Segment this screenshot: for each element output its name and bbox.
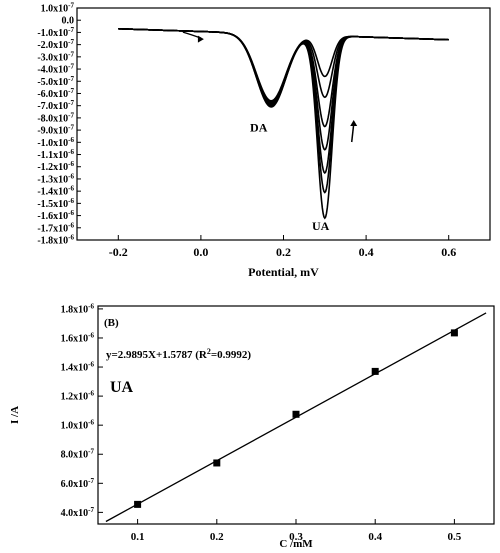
y-tick-label: -5.0x10-7 [37, 75, 74, 88]
series-line [118, 27, 449, 128]
data-point [292, 410, 300, 418]
series-line [118, 27, 449, 151]
x-tick-label: 0.2 [276, 245, 291, 259]
y-tick-label: -1.7x10-6 [37, 221, 74, 234]
x-tick-label: 0.4 [368, 531, 382, 543]
plot-frame [76, 7, 491, 241]
x-tick-label: 0.3 [289, 531, 303, 543]
y-tick-label: 4.0x10-7 [61, 506, 95, 519]
series-line [118, 27, 449, 175]
fit-equation: y=2.9895X+1.5787 (R2=0.9992) [106, 347, 251, 361]
x-tick-label: 0.5 [448, 531, 462, 543]
data-point [371, 367, 379, 375]
x-axis-label: C /mM [279, 538, 313, 550]
series-line [118, 27, 449, 194]
annotation-label: DA [250, 120, 268, 134]
y-tick-label: -1.1x10-6 [37, 148, 74, 161]
data-point [134, 500, 142, 508]
x-tick-label: 0.0 [193, 245, 208, 259]
arrow-right-head [197, 35, 204, 43]
y-tick-label: 1.2x10-6 [61, 390, 95, 403]
y-tick-label: 6.0x10-7 [61, 477, 95, 490]
annotation-label: UA [312, 219, 330, 233]
y-tick-label: -9.0x10-7 [37, 124, 74, 137]
y-tick-label: 1.0x10-7 [41, 2, 75, 15]
y-tick-label: 1.6x10-6 [61, 331, 95, 344]
x-tick-label: 0.1 [131, 531, 145, 543]
y-tick-label: -8.0x10-7 [37, 111, 74, 124]
data-point [213, 459, 221, 467]
y-axis-label: I /A [9, 406, 21, 424]
y-tick-label: -3.0x10-7 [37, 50, 74, 63]
y-tick-label: 1.8x10-6 [61, 302, 95, 315]
x-tick-label: 0.4 [359, 245, 374, 259]
panel-label: (B) [104, 317, 119, 329]
y-tick-label: -2.0x10-7 [37, 38, 74, 51]
x-axis-label: Potential, mV [248, 265, 319, 279]
y-tick-label: -1.2x10-6 [37, 160, 74, 173]
y-tick-label: -1.6x10-6 [37, 209, 74, 222]
series-label: UA [110, 379, 134, 396]
series-line [118, 27, 449, 103]
y-tick-label: -1.8x10-6 [37, 234, 74, 247]
arrow-up-head [350, 120, 358, 126]
arrow-up [350, 123, 355, 143]
y-tick-label: -1.5x10-6 [37, 197, 74, 210]
y-tick-label: -1.0x10-6 [37, 136, 74, 149]
series-line [118, 27, 449, 102]
y-tick-label: -1.0x10-7 [37, 26, 74, 39]
chart-panel-a: 1.0x10-70.0-1.0x10-7-2.0x10-7-3.0x10-7-4… [37, 2, 491, 279]
y-tick-label: 0.0 [62, 16, 75, 27]
x-tick-label: -0.2 [109, 245, 128, 259]
y-tick-label: -6.0x10-7 [37, 87, 74, 100]
y-tick-label: 1.4x10-6 [61, 361, 95, 374]
x-tick-label: 0.2 [210, 531, 224, 543]
y-tick-label: -7.0x10-7 [37, 99, 74, 112]
y-tick-label: 8.0x10-7 [61, 448, 95, 461]
series-line [118, 27, 449, 220]
y-tick-label: -4.0x10-7 [37, 63, 74, 76]
chart-panel-b: 1.8x10-6 1.6x10-6 1.4x10-6 1.2x10-6 1.0x10-6… [9, 302, 495, 550]
x-tick-label: 0.6 [441, 245, 456, 259]
data-point [450, 329, 458, 337]
y-tick-label: 1.0x10-6 [61, 419, 95, 432]
y-tick-label: -1.3x10-6 [37, 172, 74, 185]
y-tick-label: -1.4x10-6 [37, 185, 74, 198]
